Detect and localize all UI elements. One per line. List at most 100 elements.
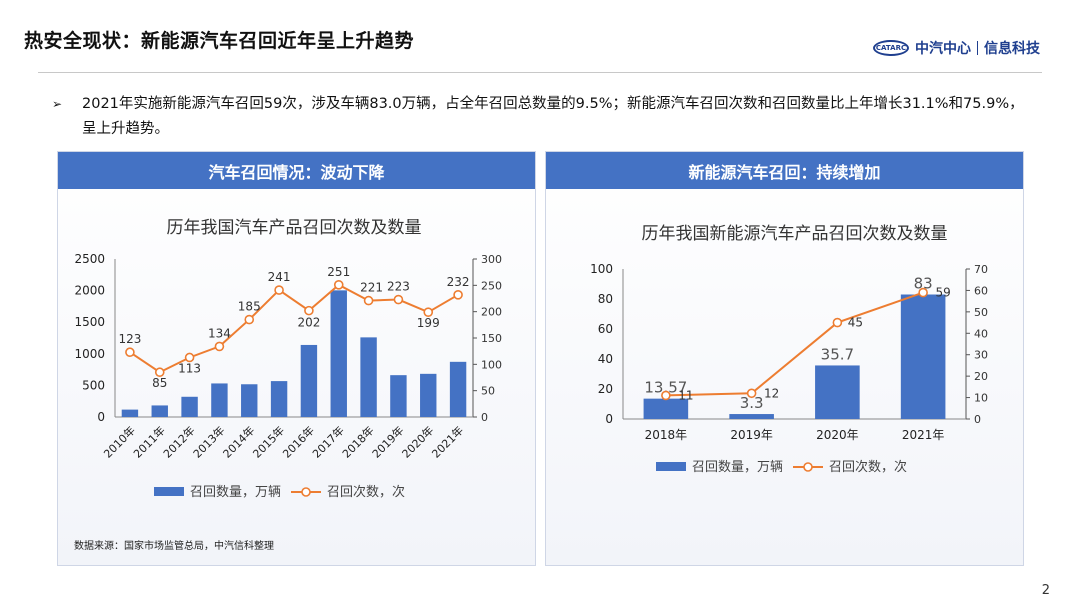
line-value-label: 251 (327, 265, 350, 279)
logo-divider (977, 41, 978, 55)
y-right-tick-label: 10 (974, 392, 988, 405)
summary-text: 2021年实施新能源汽车召回59次，涉及车辆83.0万辆，占全年召回总数量的9.… (82, 96, 1024, 137)
line-value-label: 185 (238, 300, 261, 314)
page-number: 2 (1041, 583, 1050, 598)
y-right-tick-label: 30 (974, 349, 988, 362)
y-right-tick-label: 20 (974, 370, 988, 383)
bullet-arrow-icon: ➢ (52, 97, 63, 111)
bar (420, 373, 437, 417)
line-value-label: 85 (152, 376, 167, 390)
line-point (363, 295, 374, 306)
line-point (125, 347, 135, 358)
line-value-label: 59 (935, 286, 950, 300)
line-value-label: 241 (268, 270, 291, 284)
x-tick-label: 2012年 (160, 423, 197, 460)
bar (390, 375, 407, 417)
line-value-label: 202 (297, 316, 320, 330)
x-tick-label: 2020年 (816, 428, 859, 442)
bar-value-label: 13.57 (644, 379, 687, 397)
y-right-tick-label: 250 (481, 279, 502, 292)
line-point (214, 341, 225, 352)
line-point (304, 305, 314, 316)
line-point (832, 317, 843, 328)
line-series (129, 283, 459, 374)
y-right-tick-label: 40 (974, 327, 988, 340)
y-right-tick-label: 100 (481, 358, 502, 371)
line-value-label: 45 (848, 316, 863, 330)
line-value-label: 221 (360, 281, 383, 295)
line-point (393, 294, 404, 305)
bar (900, 294, 946, 419)
x-tick-label: 2019年 (369, 423, 406, 460)
x-tick-label: 2016年 (280, 423, 317, 460)
bar (643, 398, 689, 419)
x-tick-label: 2019年 (730, 428, 773, 442)
y-left-tick-label: 500 (82, 378, 105, 392)
x-tick-label: 2014年 (220, 423, 257, 460)
logo-text-center: 中汽中心 (915, 41, 971, 57)
bar-value-label: 35.7 (821, 345, 854, 363)
line-point (746, 388, 757, 399)
legend-bar-label: 召回数量，万辆 (190, 485, 281, 500)
legend-line-marker (301, 487, 311, 497)
x-tick-label: 2011年 (130, 423, 167, 460)
y-right-tick-label: 60 (974, 284, 988, 297)
y-right-tick-label: 70 (974, 263, 988, 276)
y-right-tick-label: 300 (481, 253, 502, 266)
legend-line-marker (803, 462, 813, 472)
line-point (423, 307, 434, 317)
line-value-label: 11 (678, 388, 693, 402)
bar (121, 409, 139, 417)
line-point (274, 285, 284, 295)
y-right-tick-label: 200 (481, 306, 502, 319)
bar (151, 405, 168, 417)
y-left-tick-label: 0 (605, 412, 613, 426)
x-tick-label: 2021年 (902, 428, 945, 442)
data-source-note: 数据来源：国家市场监管总局，中汽信科整理 (74, 541, 274, 552)
bar (360, 337, 377, 417)
y-left-tick-label: 2500 (74, 252, 105, 266)
legend-line-label: 召回次数，次 (829, 459, 907, 475)
y-right-tick-label: 150 (481, 332, 502, 345)
y-left-tick-label: 80 (598, 292, 613, 306)
chart-overall-recalls: 历年我国汽车产品召回次数及数量 0 500 1000 1500 2000 2500 0 50 10… (74, 218, 502, 500)
y-left-tick-label: 1500 (74, 315, 105, 329)
legend-bar-swatch (154, 487, 184, 496)
y-right-tick-label: 0 (481, 411, 488, 424)
logo: CATARC 中汽中心 信息科技 (873, 38, 1040, 58)
bar (181, 396, 198, 417)
line-point (154, 367, 165, 378)
line-point (918, 287, 928, 298)
y-left-tick-label: 1000 (74, 347, 105, 361)
title-divider (38, 72, 1042, 73)
summary-bullet: ➢ 2021年实施新能源汽车召回59次，涉及车辆83.0万辆，占全年召回总数量的… (52, 92, 1032, 142)
line-value-label: 12 (764, 386, 779, 400)
x-tick-label: 2020年 (399, 423, 436, 460)
panel-nev-recalls: 新能源汽车召回：持续增加 历年我国新能源汽车产品召回次数及数量 0 20 40 60 80… (545, 151, 1024, 566)
y-left-tick-label: 40 (598, 352, 613, 366)
y-left-tick-label: 2000 (74, 284, 105, 298)
bar (729, 414, 774, 419)
line-value-label: 223 (387, 280, 410, 294)
bar (270, 381, 288, 417)
y-left-tick-label: 60 (598, 322, 613, 336)
line-point (453, 290, 463, 300)
x-tick-label: 2018年 (645, 428, 688, 442)
y-left-tick-label: 20 (598, 382, 613, 396)
bar (241, 384, 258, 417)
line-value-label: 134 (208, 326, 231, 340)
line-point (244, 314, 255, 325)
bar (300, 344, 318, 417)
panel-header-overall: 汽车召回情况：波动下降 (58, 152, 535, 189)
line-value-label: 232 (447, 275, 470, 289)
bar (815, 365, 860, 419)
y-right-tick-label: 50 (974, 306, 988, 319)
x-tick-label: 2010年 (101, 423, 138, 460)
chart-title: 历年我国新能源汽车产品召回次数及数量 (642, 224, 948, 244)
line-series (665, 291, 924, 397)
page-title: 热安全现状：新能源汽车召回近年呈上升趋势 (24, 30, 415, 52)
legend-line-label: 召回次数，次 (327, 484, 405, 500)
line-value-label: 199 (417, 316, 440, 330)
line-point (661, 390, 671, 401)
chart-nev-recalls: 历年我国新能源汽车产品召回次数及数量 0 20 40 60 80 100 0 10 20 30 40 5… (590, 224, 988, 475)
